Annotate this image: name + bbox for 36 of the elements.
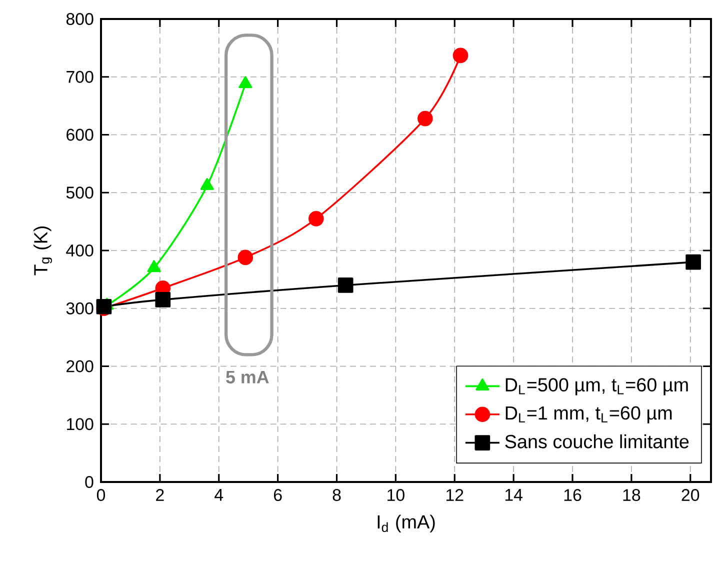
legend-label: D$_{L}$=1 mm, t$_{L}$=60 µm [506,406,672,424]
x-tick-label: 20 [682,489,700,502]
x-tick-label: 12 [446,489,464,501]
y-tick-label: 200 [66,360,94,372]
x-tick-label: 4 [214,489,224,501]
point [147,260,161,272]
point [452,48,468,64]
y-axis-title: T$_{g}$ (K) [34,226,52,276]
point [308,211,324,226]
legend-label: Sans couche limitante [505,434,689,448]
y-tick-label: 600 [66,128,94,141]
y-tick-label: 300 [66,302,94,314]
x-tick-label: 10 [388,489,404,502]
x-axis-title: I$_{d}$ (mA) [378,514,435,532]
x-tick-label: 16 [564,489,582,502]
point [338,278,354,293]
point [155,292,171,308]
x-tick-label: 14 [505,489,522,501]
point [200,178,214,190]
y-tick-label: 0 [85,476,94,488]
point [417,110,433,126]
legend-label: D$_{L}$=500 µm, t$_{L}$=60 µm [506,378,688,396]
annotation: 5 mA [226,370,269,384]
x-tick-label: 18 [623,489,640,502]
y-tick-label: 500 [66,186,94,199]
y-tick-label: 400 [66,244,94,256]
point [686,254,701,270]
x-tick-label: 8 [332,489,341,502]
x-tick-label: 6 [274,489,282,502]
x-tick-label: 2 [156,489,164,501]
y-tick-label: 100 [66,418,94,430]
point [238,250,254,266]
x-tick-label: 0 [96,489,106,502]
point [238,76,252,88]
y-tick-label: 800 [66,13,94,25]
y-tick-label: 700 [66,70,94,83]
